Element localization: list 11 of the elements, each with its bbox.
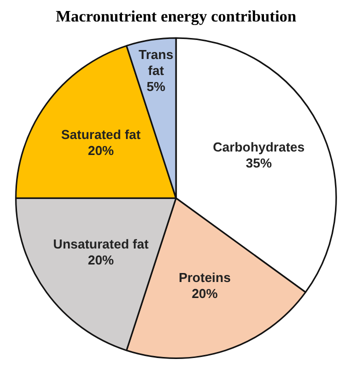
- data-label: 20%: [192, 286, 218, 302]
- data-label: 5%: [146, 79, 166, 94]
- slice-label: Saturated fat: [61, 127, 142, 142]
- slice-label: Proteins: [178, 270, 231, 286]
- data-label: 35%: [246, 156, 272, 171]
- slice-label: Unsaturated fat: [53, 236, 150, 252]
- slice-label: Carbohydrates: [212, 140, 305, 155]
- data-label: 20%: [88, 252, 114, 268]
- chart-title: Macronutrient energy contribution: [56, 8, 296, 26]
- data-label: 20%: [88, 143, 114, 158]
- slice-label: Trans fat: [138, 47, 174, 78]
